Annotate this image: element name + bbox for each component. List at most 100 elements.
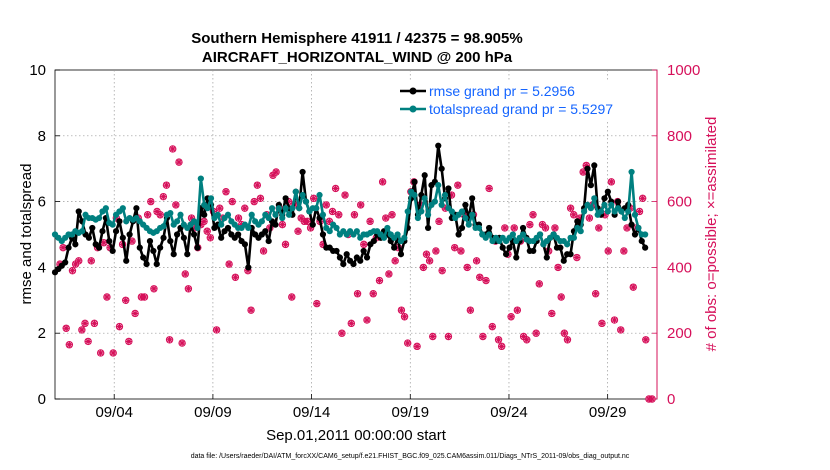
rmse-point bbox=[567, 251, 574, 258]
obs-assimilated-marker bbox=[495, 336, 502, 344]
x-tick-label: 09/04 bbox=[95, 404, 133, 421]
obs-assimilated-marker bbox=[639, 194, 647, 202]
obs-assimilated-marker bbox=[485, 185, 493, 192]
obs-assimilated-marker bbox=[398, 306, 405, 314]
totalspread-point bbox=[465, 221, 472, 228]
rmse-point bbox=[146, 237, 154, 245]
rmse-point bbox=[469, 195, 476, 202]
totalspread-point bbox=[435, 182, 442, 189]
obs-assimilated-marker bbox=[200, 217, 208, 225]
obs-assimilated-marker bbox=[354, 290, 361, 298]
totalspread-point bbox=[275, 205, 282, 212]
obs-assimilated-marker bbox=[294, 227, 302, 235]
obs-assimilated-marker bbox=[636, 208, 643, 215]
obs-assimilated-marker bbox=[391, 257, 399, 265]
y-right-tick-label: 200 bbox=[667, 325, 692, 342]
rmse-point bbox=[513, 254, 520, 261]
totalspread-point bbox=[326, 228, 333, 235]
x-tick-label: 09/19 bbox=[392, 404, 430, 421]
y-left-tick-label: 8 bbox=[38, 128, 46, 145]
rmse-point bbox=[194, 244, 201, 251]
obs-assimilated-marker bbox=[351, 211, 358, 219]
obs-assimilated-marker bbox=[335, 211, 343, 219]
rmse-point bbox=[309, 221, 316, 228]
totalspread-point bbox=[642, 231, 649, 238]
obs-assimilated-marker bbox=[357, 201, 365, 209]
rmse-point bbox=[421, 172, 428, 179]
totalspread-point bbox=[109, 221, 116, 228]
rmse-point bbox=[411, 178, 418, 185]
totalspread-point bbox=[214, 211, 221, 218]
obs-assimilated-marker bbox=[97, 349, 105, 357]
obs-assimilated-marker bbox=[457, 247, 465, 255]
rmse-point bbox=[282, 195, 289, 202]
obs-assimilated-marker bbox=[542, 224, 549, 232]
obs-assimilated-marker bbox=[109, 349, 117, 357]
totalspread-point bbox=[380, 234, 388, 241]
obs-assimilated-marker bbox=[366, 217, 374, 225]
rmse-point bbox=[506, 244, 513, 251]
y-right-tick-label: 600 bbox=[667, 194, 692, 211]
rmse-point bbox=[136, 244, 143, 251]
obs-assimilated-marker bbox=[595, 224, 603, 232]
obs-assimilated-marker bbox=[607, 178, 615, 186]
obs-assimilated-marker bbox=[617, 326, 625, 334]
rmse-point bbox=[397, 251, 405, 258]
obs-assimilated-marker bbox=[479, 333, 487, 340]
rmse-point bbox=[262, 228, 269, 235]
rmse-point bbox=[360, 247, 367, 255]
obs-assimilated-marker bbox=[557, 293, 565, 301]
obs-assimilated-marker bbox=[322, 201, 330, 209]
rmse-point bbox=[628, 221, 635, 228]
obs-assimilated-marker bbox=[401, 313, 408, 321]
totalspread-point bbox=[431, 198, 438, 205]
x-tick-label: 09/24 bbox=[490, 404, 528, 421]
obs-assimilated-marker bbox=[592, 290, 600, 298]
rmse-point bbox=[190, 231, 198, 238]
rmse-point bbox=[499, 244, 506, 251]
obs-assimilated-marker bbox=[269, 171, 277, 179]
obs-assimilated-marker bbox=[423, 250, 430, 258]
obs-assimilated-marker bbox=[260, 247, 267, 255]
obs-assimilated-marker bbox=[75, 257, 83, 265]
totalspread-point bbox=[608, 201, 615, 208]
totalspread-point bbox=[292, 188, 299, 195]
totalspread-point bbox=[384, 224, 391, 232]
series-lines bbox=[51, 142, 649, 276]
obs-assimilated-marker bbox=[548, 310, 556, 317]
totalspread-point bbox=[296, 205, 303, 212]
totalspread-point bbox=[177, 211, 184, 218]
y-axis-left-ticks: 0 2 4 6 8 10 bbox=[29, 62, 60, 408]
obs-assimilated-marker bbox=[473, 257, 481, 265]
obs-assimilated-marker bbox=[310, 194, 318, 202]
totalspread-point bbox=[591, 195, 598, 202]
totalspread-point bbox=[414, 214, 422, 222]
rmse-point bbox=[435, 142, 442, 149]
rmse-point bbox=[363, 254, 371, 261]
rmse-point bbox=[126, 231, 133, 238]
totalspread-point bbox=[272, 211, 279, 218]
obs-assimilated-marker bbox=[523, 336, 531, 344]
rmse-point bbox=[65, 244, 72, 251]
obs-assimilated-marker bbox=[156, 211, 164, 219]
obs-assimilated-marker bbox=[213, 326, 220, 334]
obs-assimilated-marker bbox=[376, 277, 383, 284]
totalspread-point bbox=[418, 208, 425, 215]
obs-assimilated-marker bbox=[507, 313, 515, 321]
obs-assimilated-marker bbox=[498, 342, 506, 350]
totalspread-point bbox=[224, 211, 232, 218]
obs-assimilated-marker bbox=[250, 198, 258, 205]
rmse-point bbox=[235, 231, 242, 238]
obs-assimilated-marker bbox=[278, 221, 286, 229]
totalspread-point bbox=[299, 191, 306, 199]
totalspread-point bbox=[625, 208, 632, 215]
totalspread-point bbox=[394, 231, 401, 238]
rmse-point bbox=[591, 162, 598, 169]
rmse-point bbox=[319, 231, 327, 238]
rmse-point bbox=[391, 244, 398, 251]
totalspread-point bbox=[285, 211, 293, 218]
legend-spread-marker bbox=[409, 105, 417, 113]
obs-assimilated-marker bbox=[125, 338, 133, 345]
obs-assimilated-marker bbox=[241, 204, 249, 212]
totalspread-point bbox=[628, 168, 635, 176]
